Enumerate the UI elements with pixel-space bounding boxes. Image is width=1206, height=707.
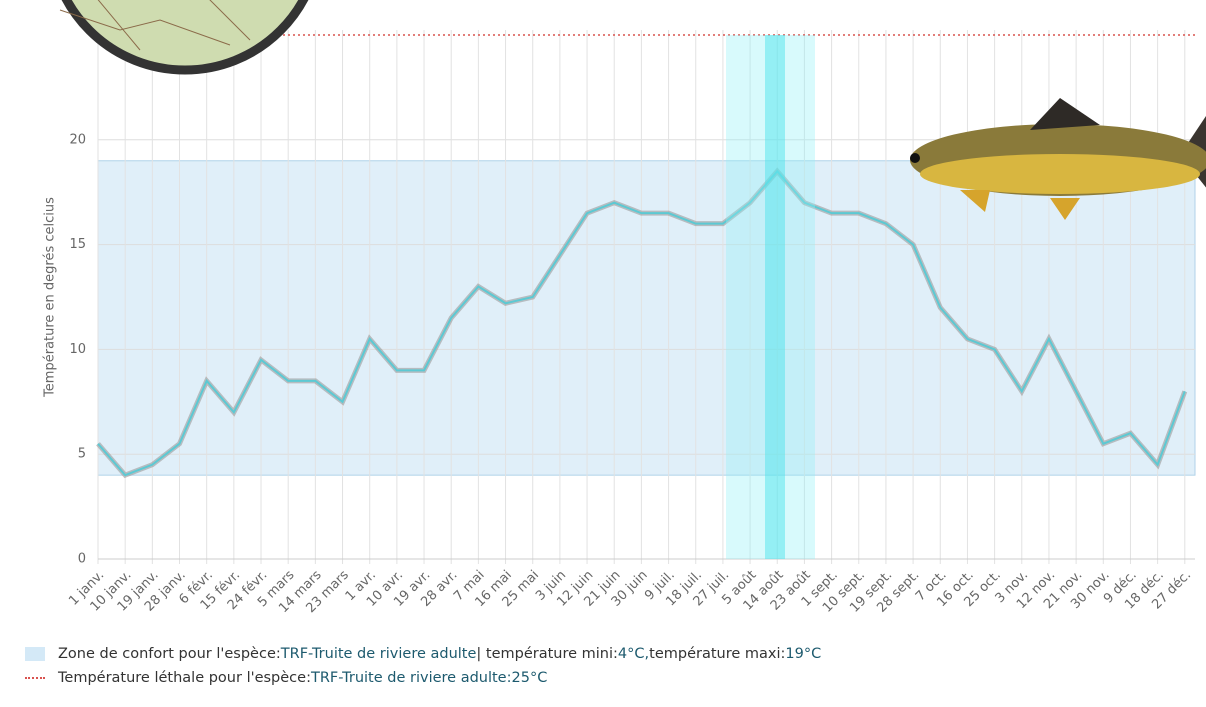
y-tick-label: 10 — [69, 342, 86, 357]
lethal-value: 25°C — [511, 670, 548, 686]
legend-lethal: Température léthale pour l'espèce: TRF-T… — [25, 670, 547, 686]
y-tick-label: 5 — [78, 447, 86, 462]
y-tick-label: 20 — [69, 132, 86, 147]
separator: : — [506, 670, 512, 686]
comfort-swatch — [25, 647, 45, 661]
legend-text: Température léthale pour l'espèce: — [58, 670, 311, 686]
map-image — [59, 0, 309, 75]
highlight-peak — [765, 35, 785, 559]
y-tick-label: 15 — [69, 237, 86, 252]
legend-text: température maxi: — [649, 646, 786, 662]
max-value: 19°C — [785, 646, 822, 662]
legend-comfort: Zone de confort pour l'espèce: TRF-Truit… — [25, 646, 821, 662]
comfort-zone — [97, 160, 1196, 476]
lethal-swatch — [25, 677, 45, 679]
line — [97, 169, 1186, 477]
legend-text: Zone de confort pour l'espèce: — [58, 646, 281, 662]
species: TRF-Truite de riviere adulte — [280, 646, 477, 662]
species: TRF-Truite de riviere adulte — [310, 670, 507, 686]
fish-image — [910, 98, 1206, 220]
min-value: 4°C, — [617, 646, 650, 662]
y-axis-label: Température en degrés celcius — [43, 197, 58, 398]
y-tick-label: 0 — [78, 552, 86, 567]
legend-text: | température mini: — [476, 646, 618, 662]
